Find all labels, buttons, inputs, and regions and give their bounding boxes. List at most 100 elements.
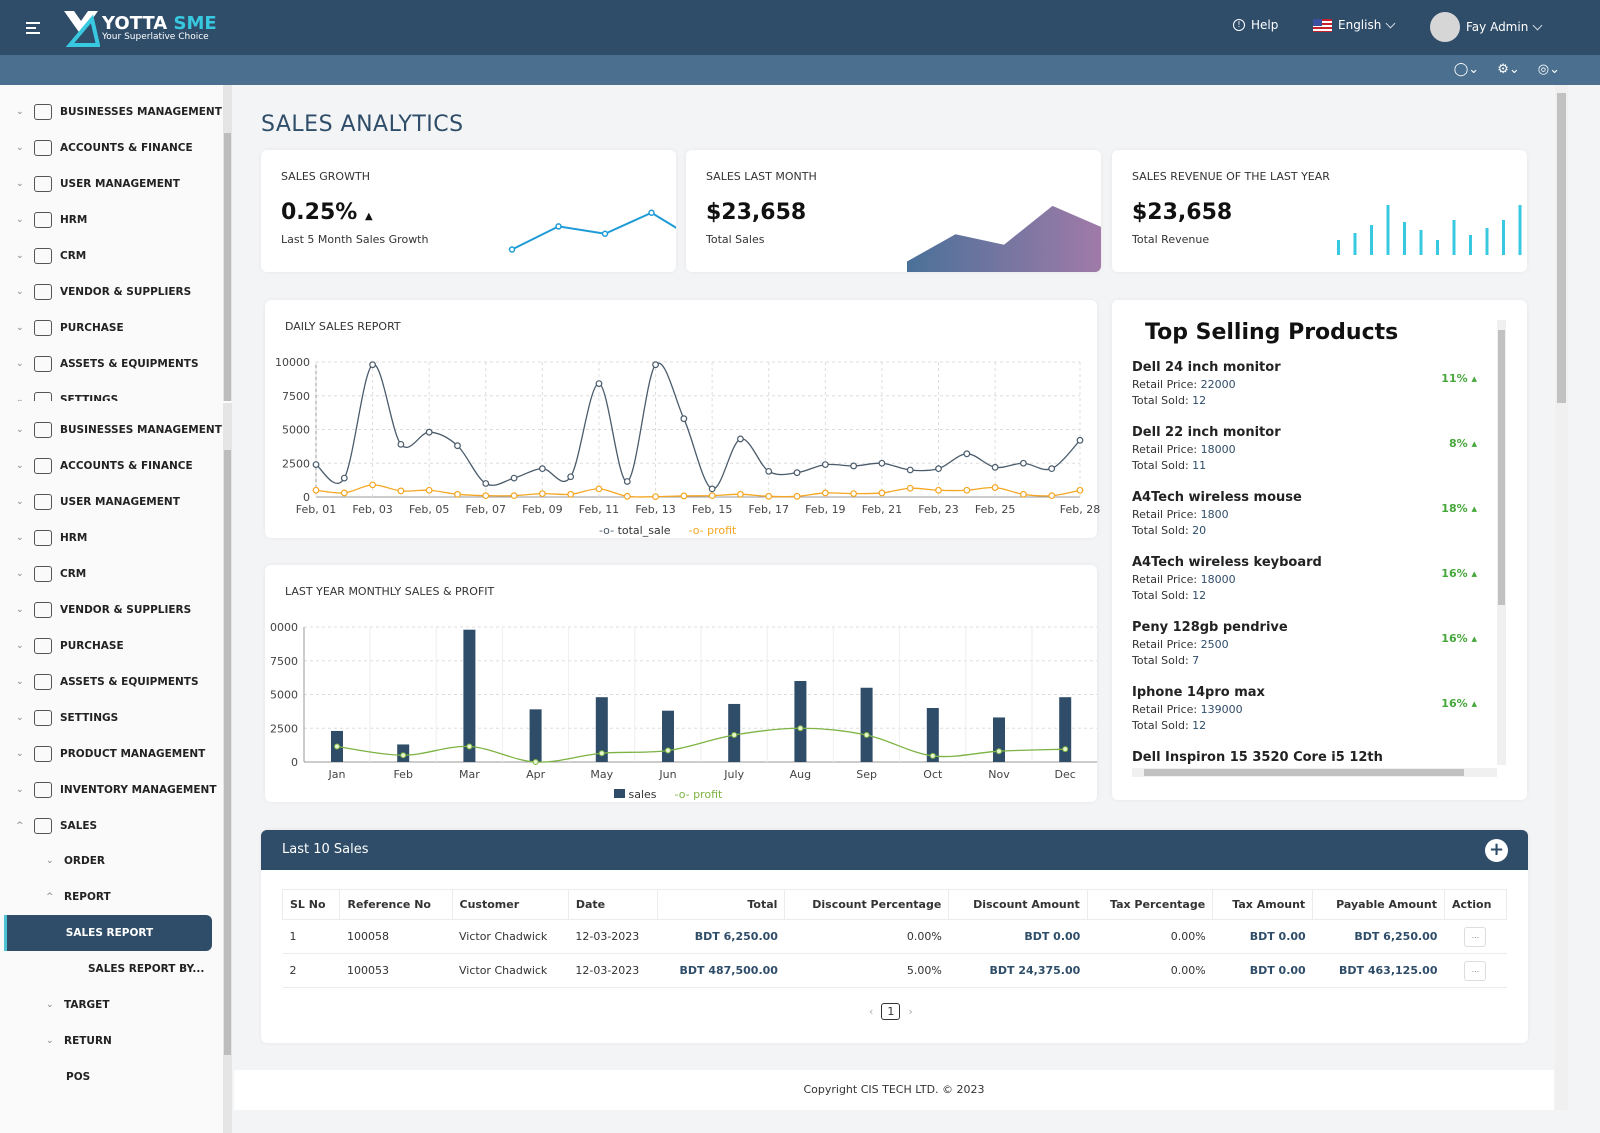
sidebar-item-assets-equipments[interactable]: ⌄ ASSETS & EQUIPMENTS [0, 664, 222, 700]
column-header[interactable]: Date [567, 889, 658, 920]
card-label: SALES LAST MONTH [706, 170, 817, 183]
nav-label: SALES REPORT BY... [88, 963, 205, 975]
sidebar-item-inventory-management[interactable]: ⌄ INVENTORY MANAGEMENT [0, 772, 222, 808]
page-1-button[interactable]: 1 [881, 1003, 901, 1020]
data-point-total_sale [397, 440, 405, 448]
language-select[interactable]: English [1313, 18, 1396, 32]
legend-total-sale[interactable]: -o- total_sale [599, 524, 671, 537]
data-point-total_sale [567, 473, 575, 481]
y-tick-label: 0 [291, 756, 298, 769]
sidebar-item-businesses-management[interactable]: ⌄ BUSINESSES MANAGEMENT [0, 94, 222, 130]
chevron-down-icon: ⌄ [16, 323, 24, 333]
top-product-item[interactable]: A4Tech wireless keyboard Retail Price: 18… [1132, 555, 1477, 602]
sidebar-item-hrm[interactable]: ⌄ HRM [0, 520, 222, 556]
prev-page-icon[interactable]: ‹ [869, 1005, 874, 1018]
table-row: 1 100058 Victor Chadwick 12-03-2023 BDT 6,25… [282, 919, 1507, 954]
sidebar-scroll-thumb[interactable] [224, 450, 231, 1055]
sidebar-scroll-thumb[interactable] [224, 133, 231, 401]
profile-icon[interactable]: ◯⌄ [1453, 62, 1480, 77]
sidebar-item-accounts-finance[interactable]: ⌄ ACCOUNTS & FINANCE [0, 448, 222, 484]
sidebar: ⌄ BUSINESSES MANAGEMENT ⌄ ACCOUNTS & FINANC… [0, 85, 232, 1133]
top-selling-scrollbar[interactable] [1497, 320, 1506, 765]
data-point-profit [1062, 746, 1069, 753]
sidebar-item-hrm[interactable]: ⌄ HRM [0, 202, 222, 238]
sidebar-item-report[interactable]: ^ REPORT [0, 879, 222, 915]
table-cell: 2 [282, 953, 340, 988]
column-header[interactable]: Total [656, 889, 786, 920]
nav-label: ASSETS & EQUIPMENTS [60, 676, 199, 688]
nav-label: VENDOR & SUPPLIERS [60, 604, 192, 616]
spark-bar [1469, 235, 1472, 255]
next-page-icon[interactable]: › [908, 1005, 913, 1018]
sidebar-item-user-management[interactable]: ⌄ USER MANAGEMENT [0, 484, 222, 520]
spark-bar [1353, 233, 1357, 255]
charts-svg: 0 2500 5000 7500 10000 Feb, 01 Feb, 03 Feb, 05 F… [270, 356, 1100, 781]
column-header[interactable]: Tax Percentage [1086, 889, 1214, 920]
sidebar-item-businesses-management[interactable]: ⌄ BUSINESSES MANAGEMENT [0, 412, 222, 448]
legend-sales[interactable]: sales [614, 788, 657, 801]
table-cell: Victor Chadwick [452, 953, 569, 988]
product-name: Dell 24 inch monitor [1132, 360, 1281, 375]
menu-icon [34, 638, 52, 654]
top-selling-hscrollbar[interactable] [1132, 768, 1497, 777]
sidebar-item-purchase[interactable]: ⌄ PURCHASE [0, 310, 222, 346]
sidebar-item-crm[interactable]: ⌄ CRM [0, 238, 222, 274]
legend-profit[interactable]: -o- profit [688, 524, 737, 537]
legend-profit[interactable]: -o- profit [674, 788, 723, 801]
column-header[interactable]: Discount Percentage [784, 889, 950, 920]
sidebar-item-sales-report[interactable]: SALES REPORT [4, 915, 212, 951]
menu-icon [34, 674, 52, 690]
bar-sales [860, 687, 873, 762]
x-tick-label: Feb, 07 [466, 503, 506, 516]
top-product-item[interactable]: Iphone 14pro max Retail Price: 139000 Tota… [1132, 685, 1477, 732]
nav-label: VENDOR & SUPPLIERS [60, 286, 192, 298]
column-header[interactable]: Tax Amount [1212, 889, 1314, 920]
sidebar-item-product-management[interactable]: ⌄ PRODUCT MANAGEMENT [0, 736, 222, 772]
column-header[interactable]: Reference No [339, 889, 453, 920]
user-menu[interactable]: Fay Admin [1430, 12, 1543, 42]
column-header[interactable]: Payable Amount [1312, 889, 1445, 920]
sidebar-item-user-management[interactable]: ⌄ USER MANAGEMENT [0, 166, 222, 202]
row-action-button[interactable]: ... [1464, 926, 1487, 947]
add-sale-button[interactable]: + [1485, 839, 1508, 862]
last-sales-title: Last 10 Sales [282, 842, 369, 857]
settings-circle-icon[interactable]: ◎⌄ [1537, 62, 1560, 77]
top-product-item[interactable]: Dell 24 inch monitor Retail Price: 22000 T… [1132, 360, 1477, 407]
x-tick-label: Jan [328, 768, 346, 781]
chevron-down-icon: ⌄ [16, 641, 24, 651]
logo[interactable]: YOTTA SME Your Superlative Choice [62, 9, 217, 47]
sidebar-item-settings[interactable]: ⌄ SETTINGS [0, 382, 222, 401]
gear-icon[interactable]: ⚙⌄ [1497, 62, 1520, 77]
top-product-item[interactable]: Dell 22 inch monitor Retail Price: 18000 T… [1132, 425, 1477, 472]
sidebar-item-vendor-suppliers[interactable]: ⌄ VENDOR & SUPPLIERS [0, 274, 222, 310]
page-scrollbar[interactable] [1555, 85, 1568, 1110]
sidebar-item-target[interactable]: ⌄ TARGET [0, 987, 222, 1023]
menu-toggle-icon[interactable] [26, 22, 40, 34]
sidebar-item-order[interactable]: ⌄ ORDER [0, 843, 222, 879]
x-tick-label: Feb, 17 [749, 503, 789, 516]
sidebar-item-vendor-suppliers[interactable]: ⌄ VENDOR & SUPPLIERS [0, 592, 222, 628]
top-product-item[interactable]: Dell Inspiron 15 3520 Core i5 12th [1132, 750, 1477, 765]
spark-point [555, 223, 562, 230]
table-cell: BDT 24,375.00 [948, 953, 1088, 988]
help-button[interactable]: ! Help [1233, 18, 1278, 32]
sidebar-item-sales[interactable]: ^ SALES [0, 808, 222, 844]
column-header[interactable]: Discount Amount [948, 889, 1088, 920]
row-action-button[interactable]: ... [1464, 960, 1487, 981]
data-point-total_sale [369, 361, 376, 369]
top-product-item[interactable]: A4Tech wireless mouse Retail Price: 1800 T… [1132, 490, 1477, 537]
column-header[interactable]: Action [1443, 889, 1508, 920]
top-product-item[interactable]: Peny 128gb pendrive Retail Price: 2500 Tot… [1132, 620, 1477, 667]
column-header[interactable]: Customer [451, 889, 569, 920]
x-tick-label: Mar [459, 768, 480, 781]
sidebar-item-sales-report-by[interactable]: SALES REPORT BY... [0, 951, 222, 987]
sidebar-item-settings[interactable]: ⌄ SETTINGS [0, 700, 222, 736]
column-header[interactable]: SL No [281, 889, 341, 920]
sidebar-item-purchase[interactable]: ⌄ PURCHASE [0, 628, 222, 664]
sidebar-item-accounts-finance[interactable]: ⌄ ACCOUNTS & FINANCE [0, 130, 222, 166]
sidebar-item-crm[interactable]: ⌄ CRM [0, 556, 222, 592]
sidebar-item-return[interactable]: ⌄ RETURN [0, 1023, 222, 1059]
nav-label: ACCOUNTS & FINANCE [60, 460, 193, 472]
sidebar-item-assets-equipments[interactable]: ⌄ ASSETS & EQUIPMENTS [0, 346, 222, 382]
sidebar-item-pos[interactable]: POS [0, 1059, 222, 1095]
